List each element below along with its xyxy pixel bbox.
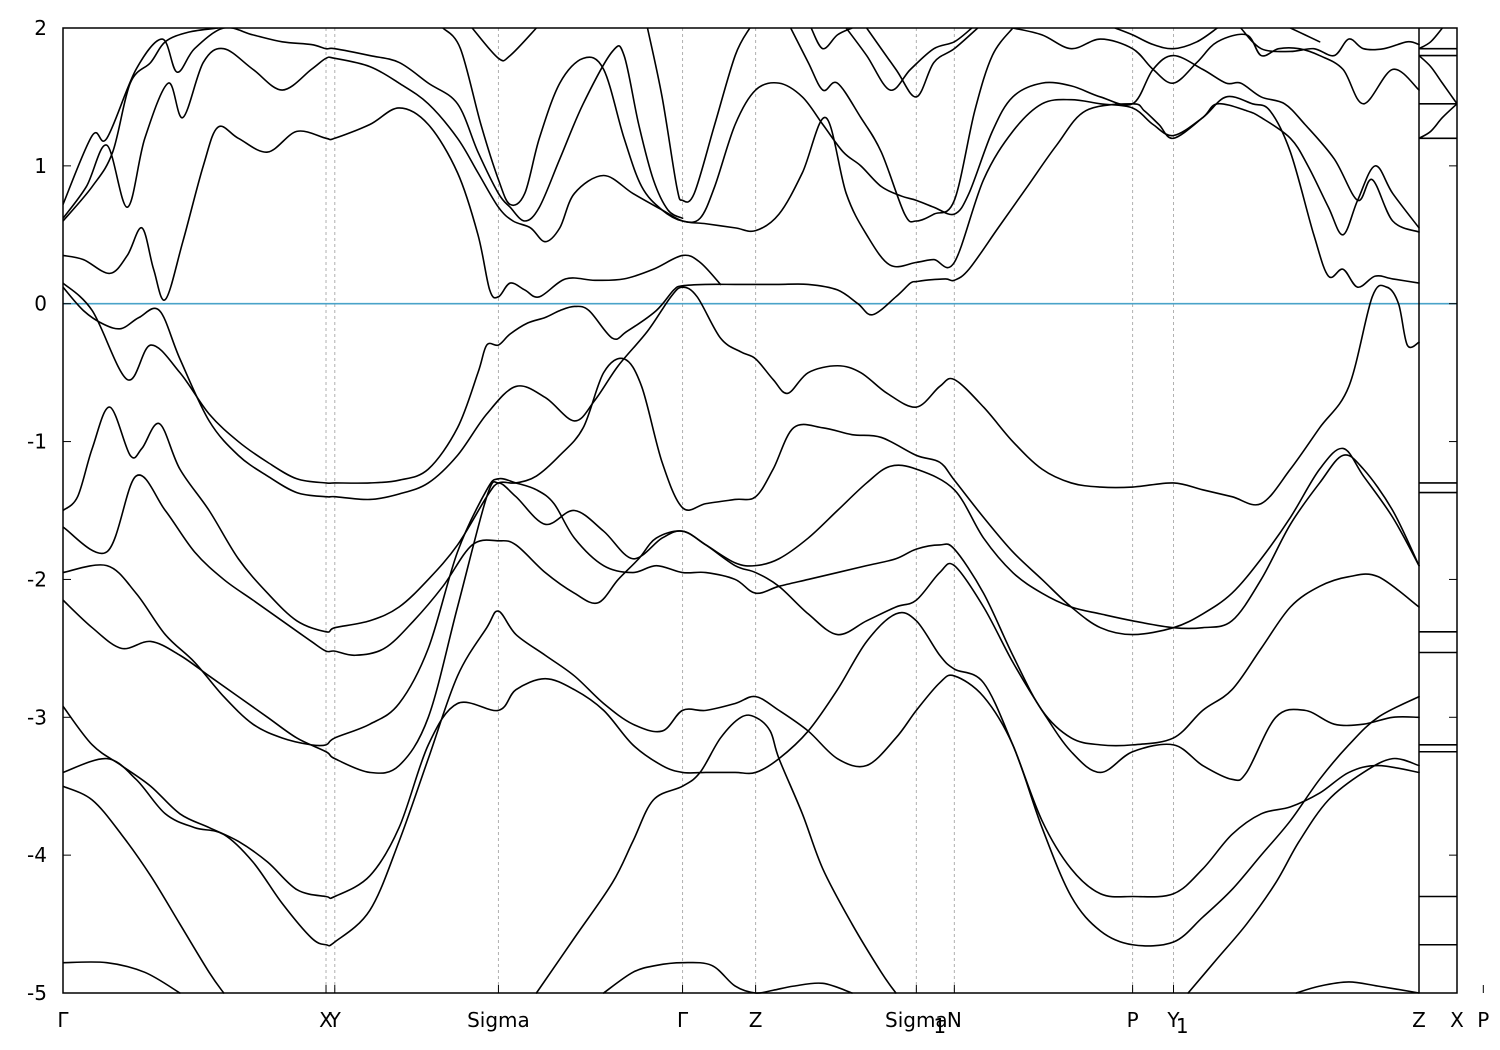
band-line-8 [63, 785, 225, 994]
band-line-7 [63, 610, 1420, 947]
band-line-27 [1114, 28, 1219, 50]
band-line-26 [1011, 28, 1420, 105]
band-line-2 [63, 357, 1420, 636]
x-tick-label-8: N [947, 1008, 962, 1032]
y-tick-label-2: -3 [27, 705, 47, 729]
band-line-21 [646, 28, 751, 203]
grid-lines [325, 28, 1175, 993]
band-line-4 [63, 477, 1420, 747]
y-tick-label-0: -5 [27, 981, 47, 1005]
x-tick-label-0: Γ [57, 1008, 69, 1032]
x-tick-label-3: Sigma [467, 1008, 530, 1032]
y-tick-label-6: 1 [34, 154, 47, 178]
y-tick-label-1: -4 [27, 843, 47, 867]
band-line-11 [1295, 981, 1420, 994]
band-line-14 [63, 107, 722, 301]
band-line-17 [63, 28, 219, 222]
plot-border [62, 27, 1458, 994]
band-line-20 [471, 28, 538, 62]
x-tick-label-9: P [1127, 1008, 1139, 1032]
right-panel-curve-0 [1418, 28, 1443, 50]
right-panel-curve-1 [1418, 103, 1457, 139]
band-line-28 [1239, 28, 1420, 57]
band-line-3 [63, 454, 1420, 657]
x-tick-label-5: Z [749, 1008, 763, 1032]
x-tick-label-10: Y [1166, 1008, 1180, 1032]
y-tick-label-3: -2 [27, 567, 47, 591]
band-line-19 [442, 28, 1420, 233]
band-line-25 [845, 28, 973, 91]
band-line-1 [63, 284, 1420, 506]
right-panel-curve-2 [1418, 54, 1457, 105]
band-line-10 [602, 961, 853, 994]
band-line-22 [789, 28, 1014, 223]
y-tick-label-7: 2 [34, 16, 47, 40]
band-line-5 [63, 481, 1420, 782]
y-axis-ticks: -5 -4 -3 -2 -1 0 1 2 [27, 16, 1457, 1005]
x-tick-label-1: X [319, 1008, 333, 1032]
band-line-29 [1289, 28, 1321, 43]
band-line-15 [63, 47, 1420, 288]
x-tick-label-6: Sigma [885, 1008, 948, 1032]
band-line-13 [1187, 757, 1420, 994]
band-line-24 [865, 28, 979, 98]
x-tick-label-13: X [1450, 1008, 1464, 1032]
x-tick-label-2: Y [328, 1008, 342, 1032]
band-line-23 [810, 28, 853, 50]
band-series [63, 28, 1457, 994]
x-tick-label-14: P [1477, 1008, 1489, 1032]
x-tick-label-12: Z [1412, 1008, 1426, 1032]
band-line-9 [63, 961, 181, 994]
y-tick-label-4: -1 [27, 430, 47, 454]
band-line-12 [535, 714, 897, 994]
x-tick-label-4: Γ [677, 1008, 689, 1032]
y-tick-label-5: 0 [34, 292, 47, 316]
x-tick-label-11: 1 [1176, 1014, 1189, 1038]
band-line-6 [63, 611, 1420, 900]
band-line-0 [63, 102, 1420, 485]
plot-frame [62, 27, 1458, 994]
x-tick-label-7: 1 [933, 1014, 946, 1038]
band-line-16 [63, 28, 684, 222]
